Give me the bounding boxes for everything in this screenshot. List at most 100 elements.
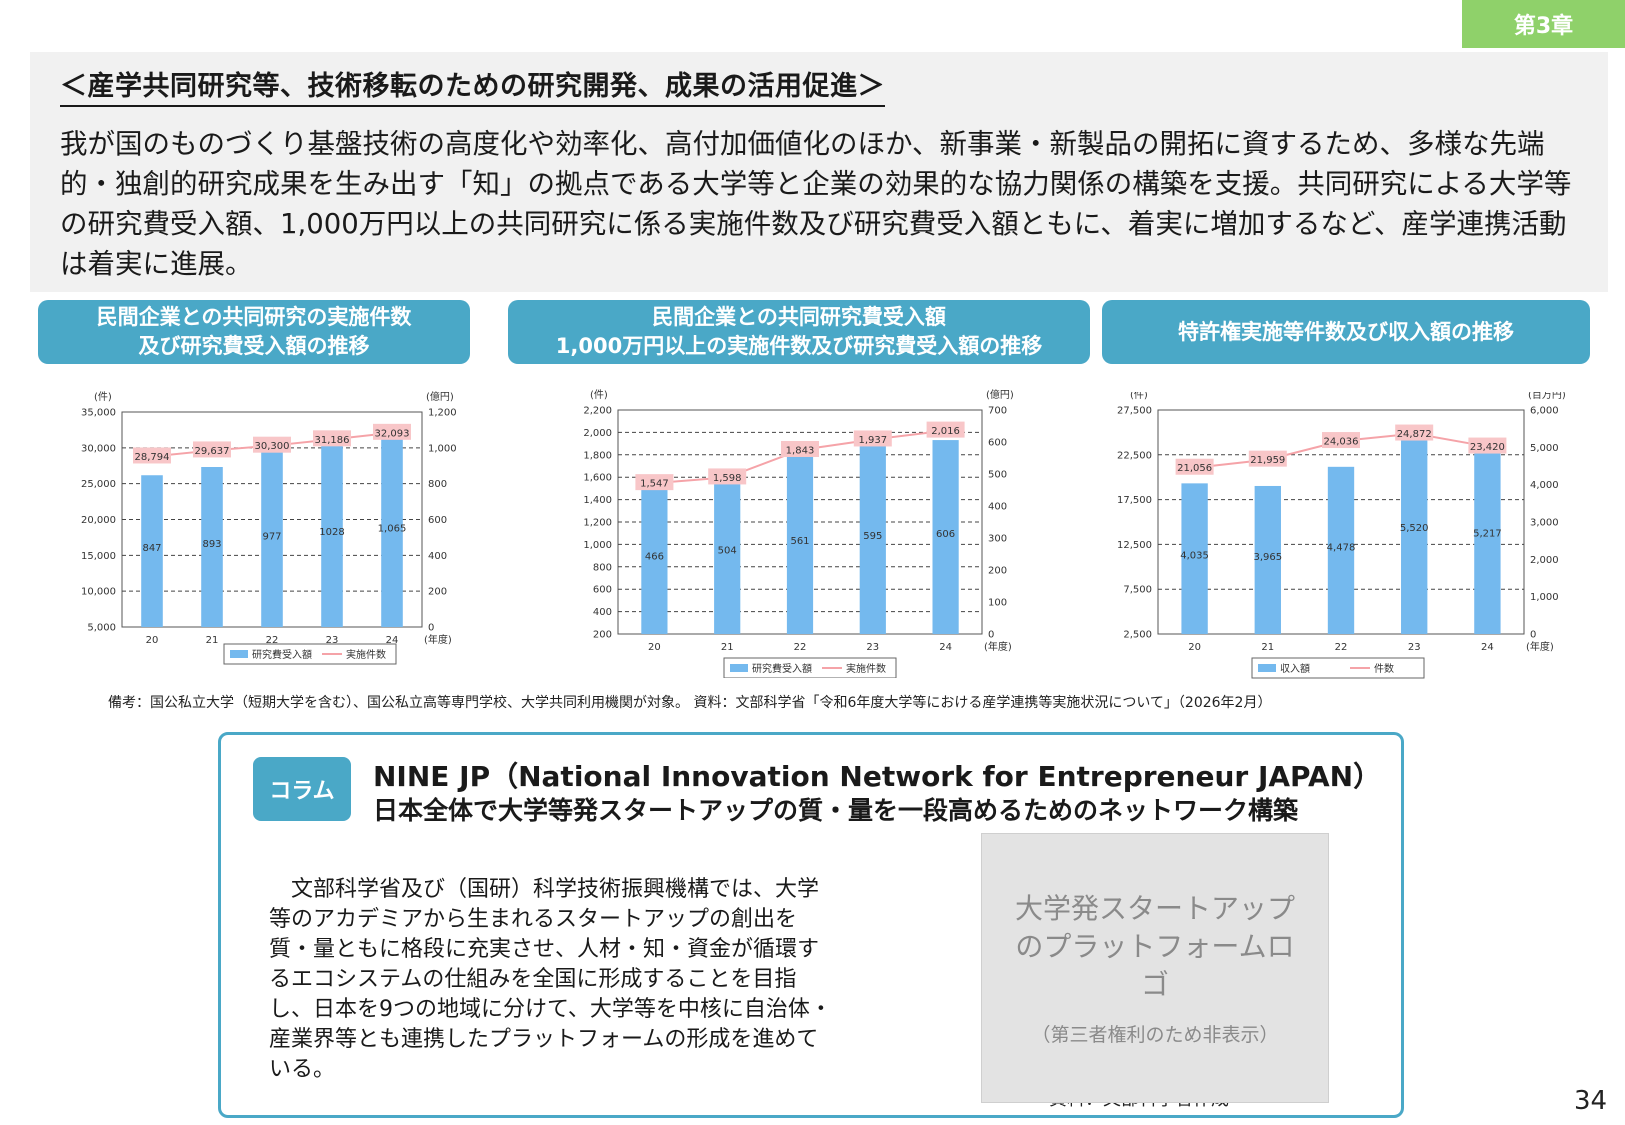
bar-value-label: 606: [936, 529, 955, 540]
right-axis-tick: 200: [988, 566, 1007, 577]
bar: [932, 440, 959, 634]
left-axis-tick: 5,000: [87, 623, 116, 634]
bar: [1181, 483, 1208, 634]
line-value-label: 29,637: [195, 446, 230, 457]
bar-value-label: 4,035: [1180, 551, 1209, 562]
line-label-bg: [133, 447, 171, 464]
line-label-bg: [373, 423, 411, 440]
right-axis-tick: 600: [428, 515, 447, 526]
chart-title-3: 特許権実施等件数及び収入額の推移: [1102, 300, 1590, 364]
bar: [786, 454, 814, 634]
bar-value-label: 1028: [319, 527, 344, 538]
line-value-label: 1,843: [786, 445, 815, 456]
bar-value-label: 4,478: [1327, 542, 1356, 553]
legend-line-label: 実施件数: [346, 648, 386, 661]
left-axis-tick: 22,500: [1117, 450, 1152, 461]
left-axis-tick: 1,200: [583, 518, 612, 529]
bar: [1401, 427, 1428, 634]
line-value-label: 1,598: [713, 473, 742, 484]
left-axis-tick: 30,000: [81, 443, 116, 454]
bar-value-label: 3,965: [1253, 552, 1282, 563]
bar: [1474, 439, 1501, 634]
bar: [1327, 466, 1355, 634]
chart-collab-count-funding: 35,000 30,000 25,000 20,000 15,000 10,000 5,00…: [81, 390, 457, 665]
chart-title-1-line2: 及び研究費受入額の推移: [138, 334, 370, 358]
logo-placeholder-note: （第三者権利のため非表示）: [1031, 1023, 1279, 1046]
legend-bar-label: 研究費受入額: [252, 648, 312, 661]
right-axis-tick: 3,000: [1530, 518, 1559, 529]
left-axis-tick: 1,000: [583, 540, 612, 551]
x-axis-tick: 23: [866, 642, 879, 653]
line-label-bg: [313, 430, 351, 447]
line-value-label: 24,872: [1397, 429, 1432, 440]
right-axis-tick: 6,000: [1530, 406, 1559, 417]
legend-box: [1251, 657, 1425, 679]
right-axis-tick: 100: [988, 598, 1007, 609]
line-label-bg: [1175, 458, 1214, 475]
column-box: コラム NINE JP（National Innovation Network …: [218, 732, 1404, 1118]
x-axis-tick: 21: [721, 642, 734, 653]
bar-value-label: 977: [262, 531, 281, 542]
bar: [261, 451, 283, 627]
right-axis-unit: (億円): [426, 390, 454, 403]
left-axis-tick: 800: [593, 562, 612, 573]
left-axis-tick: 1,800: [583, 450, 612, 461]
right-axis-tick: 500: [988, 470, 1007, 481]
bar: [381, 436, 403, 627]
x-axis-tick: 20: [648, 642, 661, 653]
bar-value-label: 561: [790, 536, 809, 547]
right-axis-tick: 1,000: [428, 443, 457, 454]
bar-value-label: 595: [863, 531, 882, 542]
chart-title-1: 民間企業との共同研究の実施件数 及び研究費受入額の推移: [38, 300, 470, 364]
line-label-bg: [253, 436, 291, 453]
bar: [714, 472, 741, 634]
chart-title-3-line1: 特許権実施等件数及び収入額の推移: [1178, 319, 1514, 344]
column-title: NINE JP（National Innovation Network for …: [373, 760, 1382, 793]
line-label-bg: [1468, 437, 1507, 454]
column-subtitle: 日本全体で大学等発スタートアップの質・量を一段高めるためのネットワーク構築: [373, 796, 1299, 825]
left-axis-tick: 25,000: [81, 479, 116, 490]
x-axis-tick: 21: [206, 635, 219, 646]
right-axis-unit: (億円): [986, 388, 1014, 401]
right-axis-tick: 400: [988, 502, 1007, 513]
x-axis-tick: 22: [266, 635, 279, 646]
left-axis-tick: 2,500: [1123, 630, 1152, 641]
left-axis-tick: 12,500: [1117, 540, 1152, 551]
left-axis-unit: (件): [590, 389, 608, 401]
line-label-bg: [1248, 450, 1287, 467]
x-axis-label: (年度): [424, 633, 452, 646]
page-number: 34: [1574, 1086, 1608, 1116]
left-axis-unit: (件): [1130, 392, 1148, 401]
bar: [321, 442, 343, 627]
section-heading: ＜産学共同研究等、技術移転のための研究開発、成果の活用促進＞: [60, 64, 885, 107]
left-axis-tick: 35,000: [81, 408, 116, 419]
line-value-label: 24,036: [1324, 437, 1359, 448]
right-axis-tick: 1,000: [1530, 592, 1559, 603]
x-axis-tick: 21: [1261, 642, 1274, 653]
legend-bar-label: 収入額: [1280, 662, 1310, 675]
chart-patent-licensing: 27,500 22,500 17,500 12,500 7,500 2,500 6,000 5…: [1117, 392, 1566, 679]
bar: [141, 475, 163, 627]
bar-value-label: 5,520: [1400, 523, 1429, 534]
bar-value-label: 847: [142, 543, 161, 554]
line-value-label: 21,959: [1250, 455, 1285, 466]
intro-text: 我が国のものづくり基盤技術の高度化や効率化、高付加価値化のほか、新事業・新製品の…: [60, 128, 1572, 280]
left-axis-tick: 17,500: [1117, 495, 1152, 506]
bar: [1254, 485, 1281, 634]
left-axis-tick: 7,500: [1123, 585, 1152, 596]
legend-bar-swatch: [1258, 664, 1276, 672]
left-axis-tick: 1,400: [583, 495, 612, 506]
line-label-bg: [193, 441, 231, 458]
bar-value-label: 893: [202, 539, 221, 550]
right-axis-tick: 5,000: [1530, 443, 1559, 454]
x-axis-tick: 24: [939, 642, 952, 653]
logo-placeholder-title: 大学発スタートアップのプラットフォームロゴ: [1014, 891, 1295, 1001]
bar-value-label: 504: [718, 545, 737, 556]
line-value-label: 32,093: [375, 428, 410, 439]
left-axis-unit: (件): [94, 391, 112, 403]
left-axis-tick: 200: [593, 630, 612, 641]
bar: [201, 467, 223, 627]
right-axis-tick: 1,200: [428, 408, 457, 419]
legend-bar-swatch: [730, 664, 748, 672]
bar-value-label: 466: [645, 551, 664, 562]
